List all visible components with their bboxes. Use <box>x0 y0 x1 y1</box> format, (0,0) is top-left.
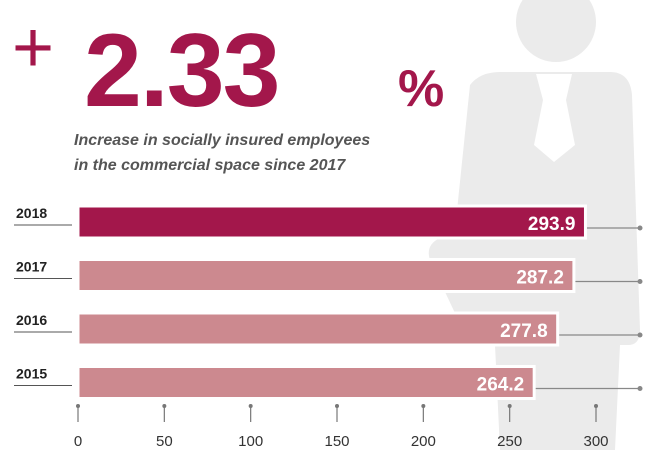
subtitle-line: Increase in socially insured employees <box>74 132 370 149</box>
category-label: 2016 <box>16 312 47 328</box>
x-tick-dot <box>594 404 598 408</box>
value-label: 287.2 <box>516 268 564 289</box>
x-tick-label: 300 <box>583 433 608 450</box>
x-tick-label: 200 <box>411 433 436 450</box>
bar <box>76 311 560 347</box>
x-tick-label: 50 <box>156 433 173 450</box>
x-tick-dot <box>162 404 167 408</box>
subtitle-line: in the commercial space since 2017 <box>74 157 346 174</box>
headline-sign: + <box>12 8 54 88</box>
bar <box>76 204 587 240</box>
bar <box>76 365 536 400</box>
leader-dot <box>637 332 643 338</box>
x-tick-dot <box>76 404 80 408</box>
category-label: 2015 <box>16 366 47 382</box>
leader-dot <box>637 279 643 284</box>
value-label: 277.8 <box>500 321 548 342</box>
x-tick-label: 100 <box>238 433 263 450</box>
x-tick-dot <box>335 404 339 408</box>
x-tick-label: 150 <box>324 433 349 450</box>
leader-dot <box>637 225 643 231</box>
leader-dot <box>637 386 643 391</box>
x-tick-label: 0 <box>74 433 82 450</box>
x-tick-dot <box>507 404 512 408</box>
headline-number: 2.33 <box>84 13 278 129</box>
value-label: 264.2 <box>477 375 525 396</box>
headline-unit: % <box>398 60 444 118</box>
category-label: 2017 <box>16 259 47 275</box>
x-tick-dot <box>248 404 253 408</box>
x-tick-dot <box>421 404 426 408</box>
value-label: 293.9 <box>528 214 576 235</box>
x-tick-label: 250 <box>497 433 522 450</box>
bar <box>76 258 576 293</box>
category-label: 2018 <box>16 205 47 221</box>
